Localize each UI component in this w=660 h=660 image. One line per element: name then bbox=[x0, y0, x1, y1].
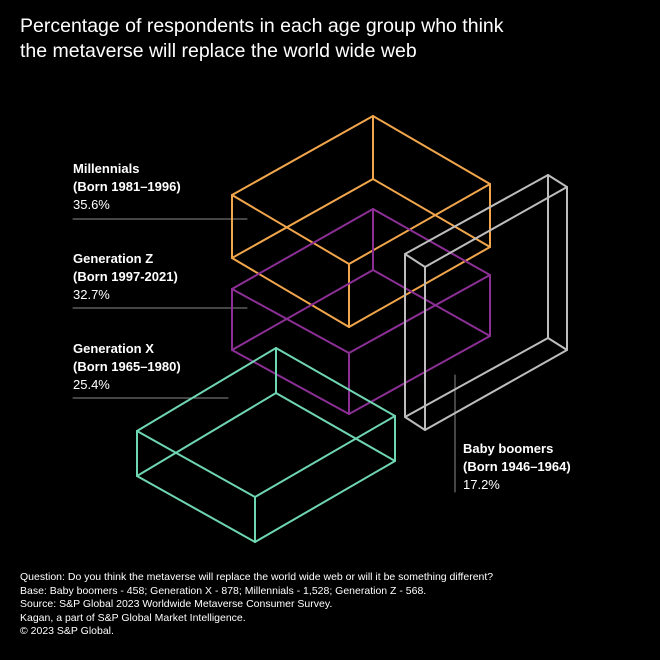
footer-notes: Question: Do you think the metaverse wil… bbox=[20, 571, 640, 639]
label-generation-z-name: Generation Z bbox=[73, 251, 154, 266]
label-millennials-born: (Born 1981–1996) bbox=[73, 179, 181, 194]
chart-title: Percentage of respondents in each age gr… bbox=[20, 14, 640, 64]
label-millennials-value: 35.6% bbox=[73, 197, 110, 212]
label-millennials-name: Millennials bbox=[73, 161, 140, 176]
label-baby-boomers-value: 17.2% bbox=[463, 477, 500, 492]
chart-title-line-2: the metaverse will replace the world wid… bbox=[20, 40, 417, 62]
label-generation-z-born: (Born 1997-2021) bbox=[73, 269, 178, 284]
boxes bbox=[136, 115, 568, 543]
footer-kagan: Kagan, a part of S&P Global Market Intel… bbox=[20, 611, 246, 624]
label-connectors bbox=[72, 218, 456, 493]
footer-question: Question: Do you think the metaverse wil… bbox=[20, 571, 494, 583]
box-baby-boomers bbox=[404, 174, 568, 431]
footer-source: Source: S&P Global 2023 Worldwide Metave… bbox=[20, 598, 333, 611]
box-generation-x bbox=[136, 347, 396, 543]
label-generation-x-name: Generation X bbox=[73, 341, 154, 356]
label-generation-x: Generation X (Born 1965–1980) 25.4% bbox=[73, 340, 181, 394]
label-millennials: Millennials (Born 1981–1996) 35.6% bbox=[73, 160, 181, 214]
label-baby-boomers-born: (Born 1946–1964) bbox=[463, 459, 571, 474]
label-baby-boomers: Baby boomers (Born 1946–1964) 17.2% bbox=[463, 440, 571, 494]
box-generation-z bbox=[231, 208, 491, 415]
label-baby-boomers-name: Baby boomers bbox=[463, 441, 554, 456]
label-generation-x-value: 25.4% bbox=[73, 377, 110, 392]
footer-base: Base: Baby boomers - 458; Generation X -… bbox=[20, 584, 427, 597]
label-generation-z: Generation Z (Born 1997-2021) 32.7% bbox=[73, 250, 178, 304]
chart-title-line-1: Percentage of respondents in each age gr… bbox=[20, 15, 504, 37]
label-generation-z-value: 32.7% bbox=[73, 287, 110, 302]
footer-copyright: © 2023 S&P Global. bbox=[20, 625, 114, 638]
label-generation-x-born: (Born 1965–1980) bbox=[73, 359, 181, 374]
